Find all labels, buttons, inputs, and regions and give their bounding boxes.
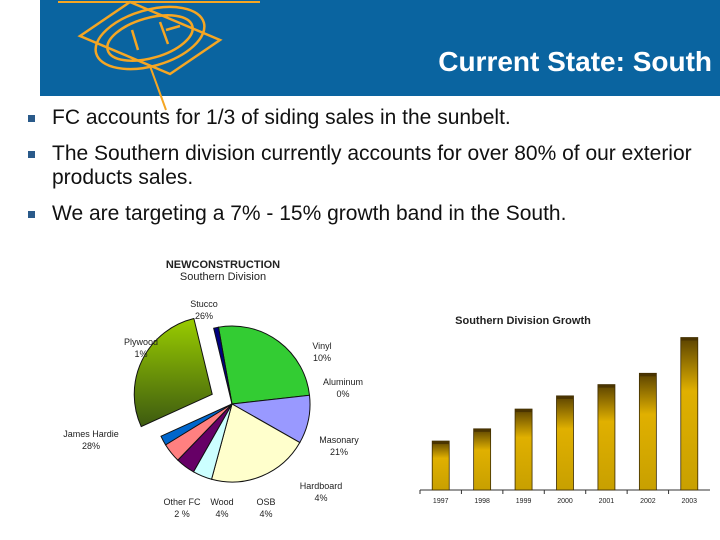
pie-label-aluminum: Aluminum 0% [313, 376, 373, 400]
bar-cap-2001 [597, 384, 615, 388]
bullet-text: We are targeting a 7% - 15% growth band … [52, 202, 567, 225]
bar-2000 [556, 395, 574, 491]
pie-title-text: NEWCONSTRUCTION [165, 259, 281, 271]
x-tick-label-2000: 2000 [557, 498, 573, 505]
bar-chart: Southern Division Growth 1997 1998 1999 2000… [419, 315, 710, 505]
x-tick-label-2001: 2001 [599, 498, 615, 505]
bar-cap-2003 [680, 337, 698, 341]
pie-label-value: 2 % [174, 509, 190, 519]
bar-2002 [638, 372, 657, 491]
pie-label-name: Other FC [163, 497, 201, 507]
bar-chart-title: Southern Division Growth [455, 315, 591, 327]
pie-label-value: 4% [314, 493, 328, 503]
bullet-item: The Southern division currently accounts… [24, 142, 704, 190]
pie-label-value: 26% [194, 311, 213, 321]
pie-label-name: Wood [210, 497, 234, 507]
pie-label-other-fc: Other FC 2 % [152, 496, 212, 520]
pie-label-hardboard: Hardboard 4% [291, 480, 351, 504]
pie-label-james-hardie: James Hardie 28% [61, 428, 121, 452]
pie-label-value: 28% [81, 441, 100, 451]
square-bullet-icon [28, 211, 35, 218]
pie-label-name: Stucco [190, 299, 218, 309]
square-bullet-icon [28, 115, 35, 122]
pie-label-stucco: Stucco 26% [174, 298, 234, 322]
square-bullet-icon [28, 151, 35, 158]
pie-label-wood: Wood 4% [192, 496, 252, 520]
company-logo [58, 0, 260, 111]
bullet-list: FC accounts for 1/3 of siding sales in t… [24, 106, 704, 238]
bar-1997 [431, 440, 450, 491]
pie-label-value: 1% [134, 349, 148, 359]
pie-label-name: OSB [256, 497, 276, 507]
pie-label-name: Plywood [123, 337, 159, 347]
bar-2001 [597, 384, 616, 491]
pie-slice-plywood [213, 326, 233, 405]
x-tick-label-2003: 2003 [681, 498, 697, 505]
bar-1998 [473, 428, 492, 491]
bullet-text: FC accounts for 1/3 of siding sales in t… [52, 106, 511, 129]
pie-label-value: 10% [312, 353, 331, 363]
pie-label-value: 0% [336, 389, 350, 399]
pie-label-masonary: Masonary 21% [309, 434, 369, 458]
page-title: Current State: South [438, 46, 712, 77]
pie-label-value: 4% [215, 509, 229, 519]
pie-label-vinyl: Vinyl 10% [292, 340, 352, 364]
pie-label-name: Hardboard [299, 481, 343, 491]
pie-chart [133, 317, 311, 483]
x-tick-label-1999: 1999 [516, 498, 532, 505]
pie-slice-stucco [217, 325, 311, 405]
pie-label-osb: OSB 4% [236, 496, 296, 520]
bullet-item: FC accounts for 1/3 of siding sales in t… [24, 106, 704, 130]
pie-label-name: Masonary [319, 435, 359, 445]
bar-cap-1999 [515, 409, 533, 413]
bullet-item: We are targeting a 7% - 15% growth band … [24, 202, 704, 226]
pie-label-name: Vinyl [312, 341, 332, 351]
bar-2003 [680, 337, 699, 491]
bar-cap-1997 [432, 441, 450, 445]
x-tick-label-2002: 2002 [640, 498, 656, 505]
bar-1999 [514, 408, 533, 491]
pie-label-value: 4% [259, 509, 273, 519]
pie-chart-title: NEWCONSTRUCTION Southern Division [150, 259, 296, 283]
bar-cap-2002 [639, 373, 657, 377]
pie-slice-masonary [210, 403, 301, 483]
pie-label-name: Aluminum [322, 377, 363, 387]
bar-cap-1998 [473, 428, 491, 432]
bullet-text: The Southern division currently accounts… [52, 142, 692, 189]
bar-cap-2000 [556, 395, 574, 399]
x-tick-label-1998: 1998 [474, 498, 490, 505]
pie-subtitle-text: Southern Division [179, 271, 267, 283]
pie-label-plywood: Plywood 1% [111, 336, 171, 360]
pie-label-name: James Hardie [63, 429, 119, 439]
pie-slice-james-hardie [133, 317, 213, 428]
pie-label-value: 21% [329, 447, 348, 457]
x-tick-label-1997: 1997 [433, 498, 449, 505]
pie-slice-other-fc [160, 403, 233, 446]
